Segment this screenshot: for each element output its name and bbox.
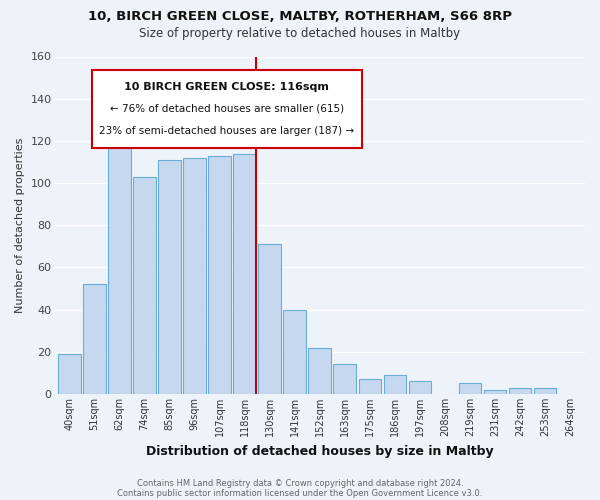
- Text: 10 BIRCH GREEN CLOSE: 116sqm: 10 BIRCH GREEN CLOSE: 116sqm: [124, 82, 329, 92]
- Bar: [184, 158, 206, 394]
- Text: ← 76% of detached houses are smaller (615): ← 76% of detached houses are smaller (61…: [110, 104, 344, 114]
- Text: Contains public sector information licensed under the Open Government Licence v3: Contains public sector information licen…: [118, 488, 482, 498]
- Bar: [133, 176, 156, 394]
- Bar: [334, 364, 356, 394]
- Text: Size of property relative to detached houses in Maltby: Size of property relative to detached ho…: [139, 28, 461, 40]
- Bar: [283, 310, 306, 394]
- X-axis label: Distribution of detached houses by size in Maltby: Distribution of detached houses by size …: [146, 444, 494, 458]
- Bar: [509, 388, 531, 394]
- Bar: [308, 348, 331, 394]
- Bar: [158, 160, 181, 394]
- Bar: [233, 154, 256, 394]
- Bar: [484, 390, 506, 394]
- Bar: [83, 284, 106, 394]
- Bar: [383, 375, 406, 394]
- Bar: [259, 244, 281, 394]
- Text: 23% of semi-detached houses are larger (187) →: 23% of semi-detached houses are larger (…: [100, 126, 355, 136]
- Bar: [458, 384, 481, 394]
- Bar: [359, 379, 381, 394]
- Text: Contains HM Land Registry data © Crown copyright and database right 2024.: Contains HM Land Registry data © Crown c…: [137, 478, 463, 488]
- Bar: [208, 156, 231, 394]
- Y-axis label: Number of detached properties: Number of detached properties: [15, 138, 25, 313]
- Bar: [533, 388, 556, 394]
- Bar: [409, 382, 431, 394]
- Bar: [108, 139, 131, 394]
- Text: 10, BIRCH GREEN CLOSE, MALTBY, ROTHERHAM, S66 8RP: 10, BIRCH GREEN CLOSE, MALTBY, ROTHERHAM…: [88, 10, 512, 23]
- Bar: [58, 354, 81, 394]
- FancyBboxPatch shape: [92, 70, 362, 148]
